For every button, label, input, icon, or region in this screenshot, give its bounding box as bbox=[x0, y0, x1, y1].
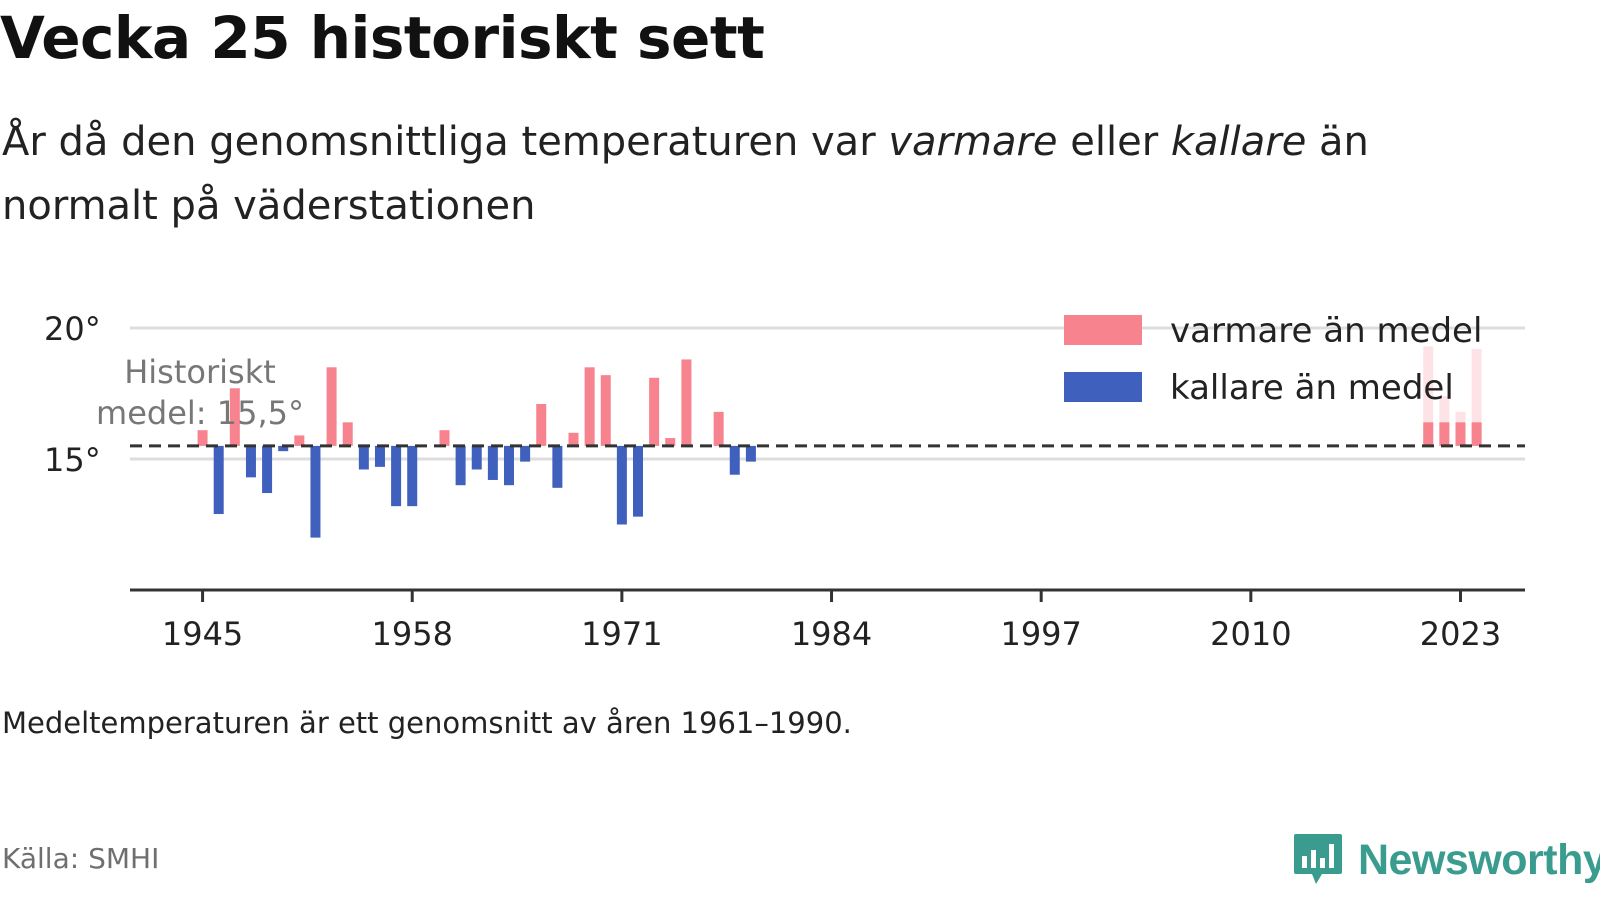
newsworthy-chart-logo-icon bbox=[1294, 834, 1342, 884]
newsworthy-brand-name: Newsworthy bbox=[1358, 835, 1600, 884]
cold-bar-1949 bbox=[262, 445, 273, 494]
cold-bar-1952 bbox=[310, 445, 321, 538]
warm-bar-2022 bbox=[1439, 422, 1450, 446]
warm-bar-1974 bbox=[665, 438, 676, 446]
legend-label-1: kallare än medel bbox=[1170, 368, 1454, 408]
warm-bar-2024-faded bbox=[1471, 348, 1482, 446]
warm-bar-2023 bbox=[1455, 422, 1466, 446]
warm-bar-2021-faded bbox=[1423, 346, 1434, 446]
cold-bar-1978 bbox=[729, 445, 740, 475]
cold-bar-1971 bbox=[616, 445, 627, 525]
warm-bar-1970 bbox=[600, 375, 611, 446]
warm-bar-2024 bbox=[1471, 422, 1482, 446]
cold-bar-1964 bbox=[503, 445, 514, 486]
cold-bar-1948 bbox=[245, 445, 256, 478]
x-tick-label-2010: 2010 bbox=[1210, 615, 1291, 653]
cold-bar-1955 bbox=[358, 445, 369, 470]
cold-bar-1967 bbox=[552, 445, 563, 488]
cold-bar-1946 bbox=[213, 445, 224, 515]
warm-bar-1960 bbox=[439, 430, 450, 446]
warm-bar-1968 bbox=[568, 432, 579, 446]
warm-bar-1973 bbox=[649, 377, 660, 446]
subtitle-warm-word: varmare bbox=[888, 119, 1058, 165]
cold-bar-1957 bbox=[391, 445, 402, 507]
y-tick-label-15: 15° bbox=[44, 441, 101, 479]
chart-title: Vecka 25 historiskt sett bbox=[0, 4, 765, 72]
cold-bar-1962 bbox=[471, 445, 482, 470]
cold-bar-1965 bbox=[520, 445, 531, 462]
baseline-label-line-1: Historiskt bbox=[124, 353, 276, 391]
subtitle-part-2: eller bbox=[1057, 119, 1171, 165]
y-tick-label-20: 20° bbox=[44, 310, 101, 348]
warm-bar-2022-faded bbox=[1439, 396, 1450, 446]
warm-bar-1977 bbox=[713, 411, 724, 446]
warm-bar-1969 bbox=[584, 367, 595, 446]
warm-bar-1975 bbox=[681, 359, 692, 446]
warm-bar-2021 bbox=[1423, 422, 1434, 446]
chart-note: Medeltemperaturen är ett genomsnitt av å… bbox=[2, 706, 852, 740]
subtitle-part-3: än normalt på väderstationen bbox=[2, 119, 1369, 229]
legend-swatch-0 bbox=[1064, 315, 1142, 345]
cold-bar-1979 bbox=[745, 445, 756, 462]
cold-bar-1972 bbox=[633, 445, 644, 517]
cold-bar-1956 bbox=[374, 445, 385, 467]
cold-bar-1950 bbox=[278, 445, 289, 452]
legend-label-0: varmare än medel bbox=[1170, 311, 1482, 351]
cold-bar-1963 bbox=[487, 445, 498, 480]
x-tick-label-1958: 1958 bbox=[372, 615, 453, 653]
newsworthy-brand: Newsworthy bbox=[1292, 832, 1600, 888]
subtitle-cold-word: kallare bbox=[1170, 119, 1307, 165]
x-tick-label-1945: 1945 bbox=[162, 615, 243, 653]
warm-bar-1945 bbox=[197, 430, 208, 446]
subtitle-part-1: År då den genomsnittliga temperaturen va… bbox=[2, 119, 889, 165]
x-tick-label-2023: 2023 bbox=[1420, 615, 1501, 653]
warm-bar-1953 bbox=[326, 367, 337, 446]
warm-bar-1966 bbox=[536, 403, 547, 446]
warm-bar-1951 bbox=[294, 435, 305, 446]
chart-subtitle: År då den genomsnittliga temperaturen va… bbox=[2, 110, 1522, 238]
baseline-label-line-2: medel: 15,5° bbox=[96, 394, 304, 432]
x-tick-label-1997: 1997 bbox=[1000, 615, 1081, 653]
warm-bar-1947 bbox=[229, 388, 240, 446]
x-tick-label-1971: 1971 bbox=[581, 615, 662, 653]
cold-bar-1958 bbox=[407, 445, 418, 507]
x-tick-label-1984: 1984 bbox=[791, 615, 872, 653]
cold-bar-1961 bbox=[455, 445, 466, 486]
warm-bar-1954 bbox=[342, 422, 353, 446]
legend-swatch-1 bbox=[1064, 372, 1142, 402]
chart-source: Källa: SMHI bbox=[2, 842, 160, 875]
